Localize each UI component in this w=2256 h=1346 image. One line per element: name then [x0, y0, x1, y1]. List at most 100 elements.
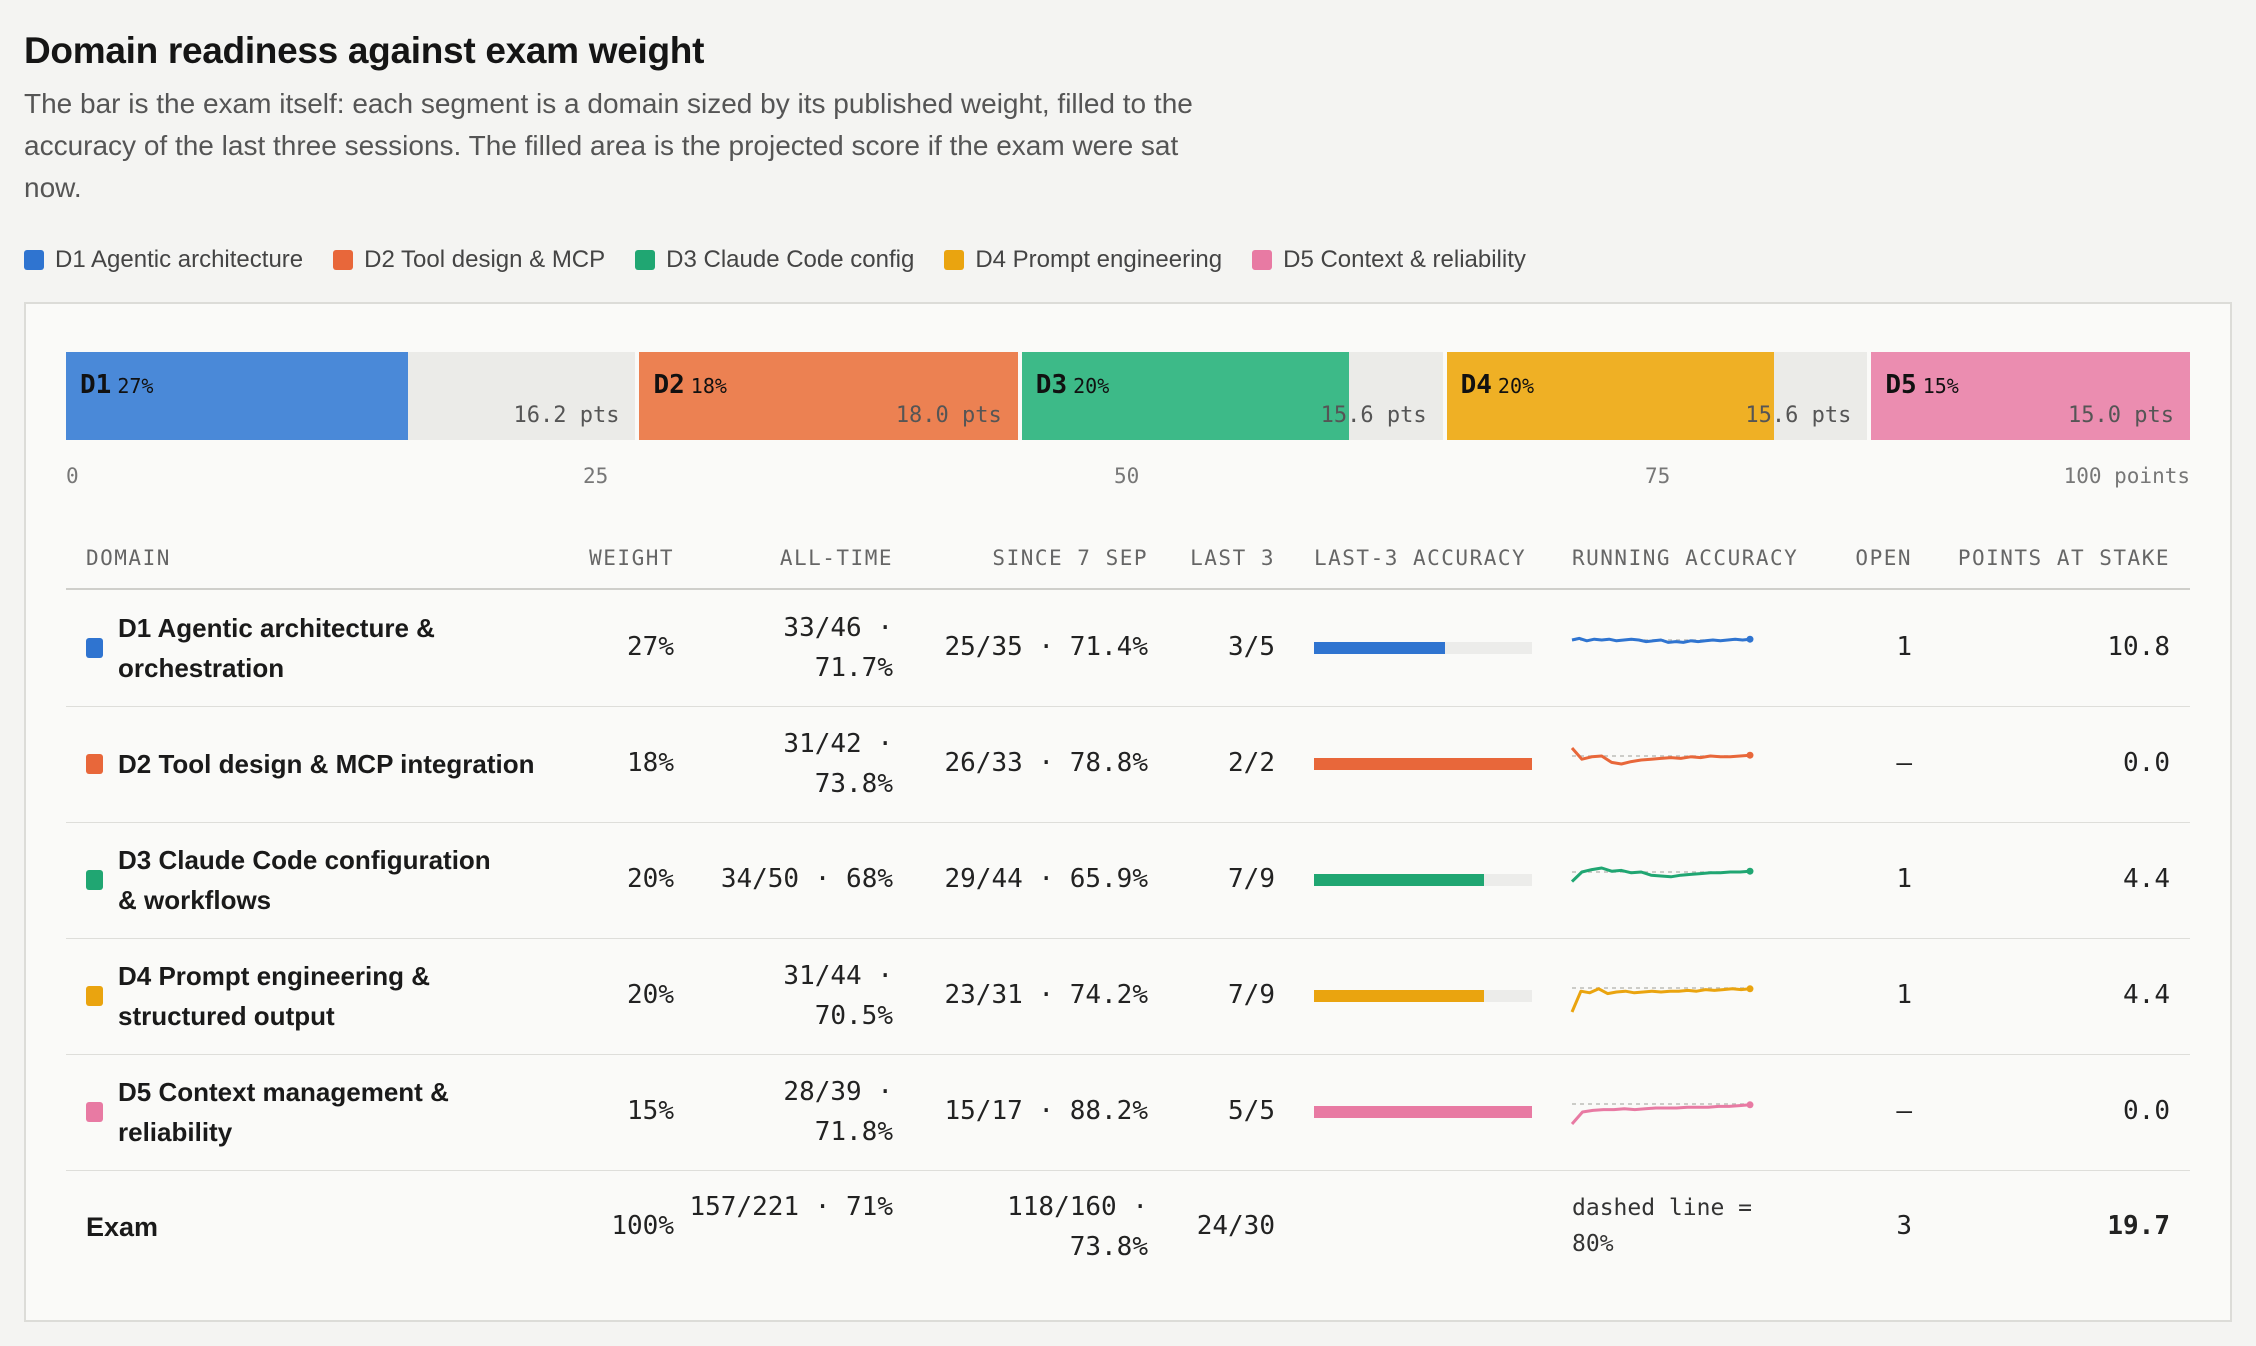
col-header-last3-accuracy: LAST-3 ACCURACY [1314, 546, 1527, 570]
domain-swatch [86, 754, 103, 774]
points-cell: 10.8 [2107, 632, 2170, 662]
segment-weight: 20% [1497, 374, 1535, 398]
segment-fill [639, 352, 1018, 440]
last3-accuracy-fill [1314, 874, 1484, 886]
domain-name: D1 Agentic architecture & orchestration [118, 613, 435, 683]
total-since: 118/160 · 73.8% [1007, 1192, 1148, 1262]
segment-d1: D1 27% 16.2 pts [66, 352, 636, 440]
segment-weight: 15% [1922, 374, 1959, 398]
domain-name: D4 Prompt engineering & structured outpu… [118, 961, 431, 1031]
total-weight: 100% [611, 1211, 674, 1241]
points-cell: 4.4 [2123, 980, 2170, 1010]
total-label: Exam [86, 1212, 159, 1242]
col-header-points: POINTS AT STAKE [1957, 546, 2170, 570]
legend-item: D2 Tool design & MCP [333, 246, 605, 274]
open-cell: 1 [1896, 980, 1912, 1010]
segment-d3: D3 20% 15.6 pts [1021, 352, 1443, 440]
legend-item: D4 Prompt engineering [944, 246, 1222, 274]
domain-swatch [86, 870, 103, 890]
segment-code: D4 [1460, 370, 1492, 400]
legend-label: D1 Agentic architecture [55, 246, 304, 273]
col-header-running-accuracy: RUNNING ACCURACY [1572, 546, 1799, 570]
page-title: Domain readiness against exam weight [24, 30, 705, 71]
last3-cell: 7/9 [1228, 864, 1275, 894]
row-divider [66, 1170, 2190, 1171]
points-cell: 0.0 [2123, 1096, 2170, 1126]
segment-weight: 27% [117, 374, 154, 398]
running-accuracy-sparkline [1570, 866, 1754, 883]
open-cell: 1 [1896, 632, 1912, 662]
segment-label: D1 27% [80, 370, 153, 400]
alltime-cell: 33/46 · 71.7% [783, 613, 893, 683]
last3-accuracy-bar [1314, 642, 1532, 654]
header-divider [66, 588, 2190, 590]
sparkline-path [1570, 987, 1751, 1013]
legend-item: D3 Claude Code config [635, 246, 914, 274]
running-accuracy-sparkline [1570, 747, 1754, 766]
segment-points: 15.0 pts [2068, 403, 2174, 428]
last3-accuracy-bar [1314, 874, 1532, 886]
col-header-weight: WEIGHT [589, 546, 674, 570]
last3-accuracy-bar [1314, 990, 1532, 1002]
weight-cell: 20% [627, 980, 674, 1010]
domain-name: D5 Context management & reliability [118, 1077, 449, 1147]
last3-accuracy-fill [1314, 990, 1484, 1002]
axis-tick-label: 50 [1114, 464, 1140, 488]
alltime-cell: 31/42 · 73.8% [783, 729, 893, 799]
last3-cell: 5/5 [1228, 1096, 1275, 1126]
last3-accuracy-fill [1314, 758, 1532, 770]
since-cell: 26/33 · 78.8% [944, 748, 1149, 778]
weight-cell: 15% [627, 1096, 674, 1126]
domain-swatch [86, 986, 103, 1006]
legend-swatch [944, 250, 965, 270]
segment-code: D5 [1885, 370, 1917, 400]
open-cell: 1 [1896, 864, 1912, 894]
domain-name: D3 Claude Code configuration & workflows [118, 845, 491, 915]
weight-cell: 18% [627, 748, 674, 778]
last3-accuracy-bar [1314, 1106, 1532, 1118]
weight-cell: 27% [627, 632, 674, 662]
col-header-last3: LAST 3 [1190, 546, 1275, 570]
col-header-since: SINCE 7 SEP [992, 546, 1148, 570]
legend-label: D2 Tool design & MCP [364, 246, 606, 273]
segment-points: 16.2 pts [513, 403, 620, 428]
segment-fill [1871, 352, 2190, 440]
last3-cell: 3/5 [1228, 632, 1275, 662]
segment-label: D4 20% [1461, 370, 1534, 400]
col-header-domain: DOMAIN [86, 546, 171, 570]
dashed-line-note: dashed line = 80% [1572, 1195, 1753, 1257]
axis-tick-label: 0 [66, 464, 79, 488]
segment-points: 18.0 pts [895, 403, 1002, 428]
sparkline-endpoint [1746, 751, 1754, 759]
axis-tick-label: 75 [1645, 464, 1671, 488]
total-alltime: 157/221 · 71% [689, 1192, 894, 1222]
segment-code: D3 [1035, 370, 1068, 400]
segment-code: D1 [80, 370, 112, 400]
legend-label: D3 Claude Code config [666, 246, 915, 273]
last3-cell: 2/2 [1228, 748, 1275, 778]
segment-label: D3 20% [1036, 370, 1109, 400]
open-cell: – [1896, 1096, 1912, 1126]
page-subtitle: The bar is the exam itself: each segment… [24, 88, 1193, 203]
alltime-cell: 31/44 · 70.5% [783, 961, 893, 1031]
legend-item: D1 Agentic architecture [24, 246, 303, 274]
running-accuracy-sparkline [1570, 985, 1754, 1013]
row-divider [66, 822, 2190, 823]
sparkline-endpoint [1746, 985, 1754, 993]
total-points: 19.7 [2107, 1211, 2170, 1241]
legend-swatch [635, 250, 656, 270]
segment-fill [1446, 352, 1774, 440]
since-cell: 15/17 · 88.2% [944, 1096, 1149, 1126]
col-header-alltime: ALL-TIME [779, 546, 893, 570]
segment-fill [66, 352, 408, 440]
legend-swatch [333, 250, 354, 270]
sparkline-path [1570, 747, 1751, 766]
segment-fill [1021, 352, 1350, 440]
legend-swatch [24, 250, 44, 270]
legend-swatch [1252, 250, 1273, 270]
readiness-panel [24, 302, 2232, 1322]
exam-weight-bar: D1 27% 16.2 pts D2 18% 18.0 pts D3 20% 15.6 pts D… [66, 352, 2190, 440]
points-cell: 0.0 [2123, 748, 2170, 778]
legend-label: D5 Context & reliability [1283, 246, 1526, 273]
